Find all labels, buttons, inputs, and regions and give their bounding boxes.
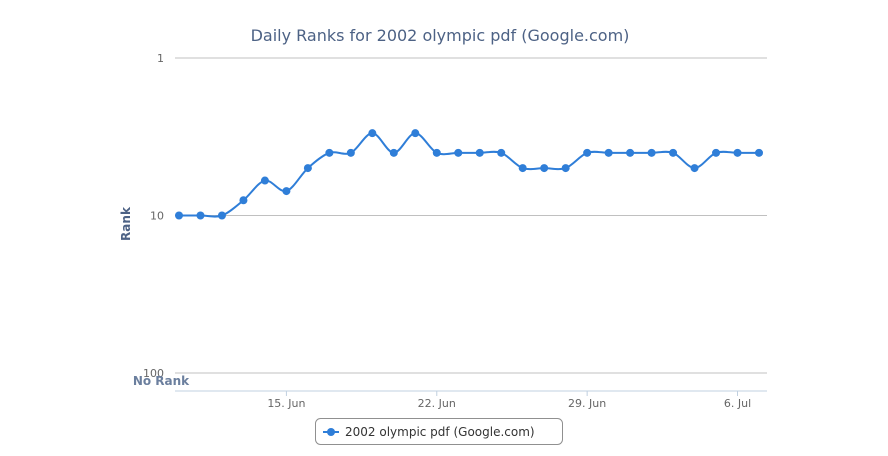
data-point[interactable] <box>325 148 334 157</box>
data-point[interactable] <box>260 176 269 185</box>
data-point[interactable] <box>175 211 183 220</box>
data-point[interactable] <box>518 164 527 173</box>
series-layer <box>175 129 763 220</box>
data-point[interactable] <box>647 148 656 157</box>
data-point[interactable] <box>454 148 463 157</box>
data-point[interactable] <box>561 164 570 173</box>
data-point[interactable] <box>626 148 635 157</box>
legend-marker-symbol <box>327 428 335 436</box>
data-point[interactable] <box>690 164 699 173</box>
legend-item-label[interactable]: 2002 olympic pdf (Google.com) <box>345 425 535 439</box>
y-tick-label: 100 <box>143 367 164 380</box>
data-point[interactable] <box>217 211 226 220</box>
x-tick-label: 6. Jul <box>724 397 751 410</box>
legend[interactable]: 2002 olympic pdf (Google.com) <box>315 418 563 445</box>
data-point[interactable] <box>282 187 291 196</box>
data-point[interactable] <box>604 148 613 157</box>
x-tick-label: 15. Jun <box>267 397 305 410</box>
x-axis: 15. Jun 22. Jun 29. Jun 6. Jul <box>175 390 767 410</box>
chart-title: Daily Ranks for 2002 olympic pdf (Google… <box>251 26 630 45</box>
y-tick-label: 10 <box>150 210 164 223</box>
data-point[interactable] <box>389 148 398 157</box>
data-point[interactable] <box>239 196 248 205</box>
y-axis-title: Rank <box>119 206 133 241</box>
data-point[interactable] <box>583 148 592 157</box>
data-point[interactable] <box>755 148 763 157</box>
data-point[interactable] <box>669 148 678 157</box>
data-point[interactable] <box>475 148 484 157</box>
y-axis-ticks: 1 10 100 <box>143 52 164 380</box>
data-point[interactable] <box>733 148 742 157</box>
y-tick-label: 1 <box>157 52 164 65</box>
series-line <box>179 132 759 218</box>
data-point[interactable] <box>303 164 312 173</box>
data-point[interactable] <box>432 148 441 157</box>
x-tick-label: 29. Jun <box>568 397 606 410</box>
data-point[interactable] <box>497 148 506 157</box>
legend-box <box>315 418 563 445</box>
data-point[interactable] <box>540 164 549 173</box>
data-point[interactable] <box>712 148 721 157</box>
data-point[interactable] <box>368 129 377 138</box>
data-point[interactable] <box>346 148 355 157</box>
data-point[interactable] <box>411 129 420 138</box>
no-rank-label: No Rank <box>133 374 190 388</box>
data-point[interactable] <box>196 211 205 220</box>
x-tick-label: 22. Jun <box>418 397 456 410</box>
grid-layer <box>175 57 767 374</box>
